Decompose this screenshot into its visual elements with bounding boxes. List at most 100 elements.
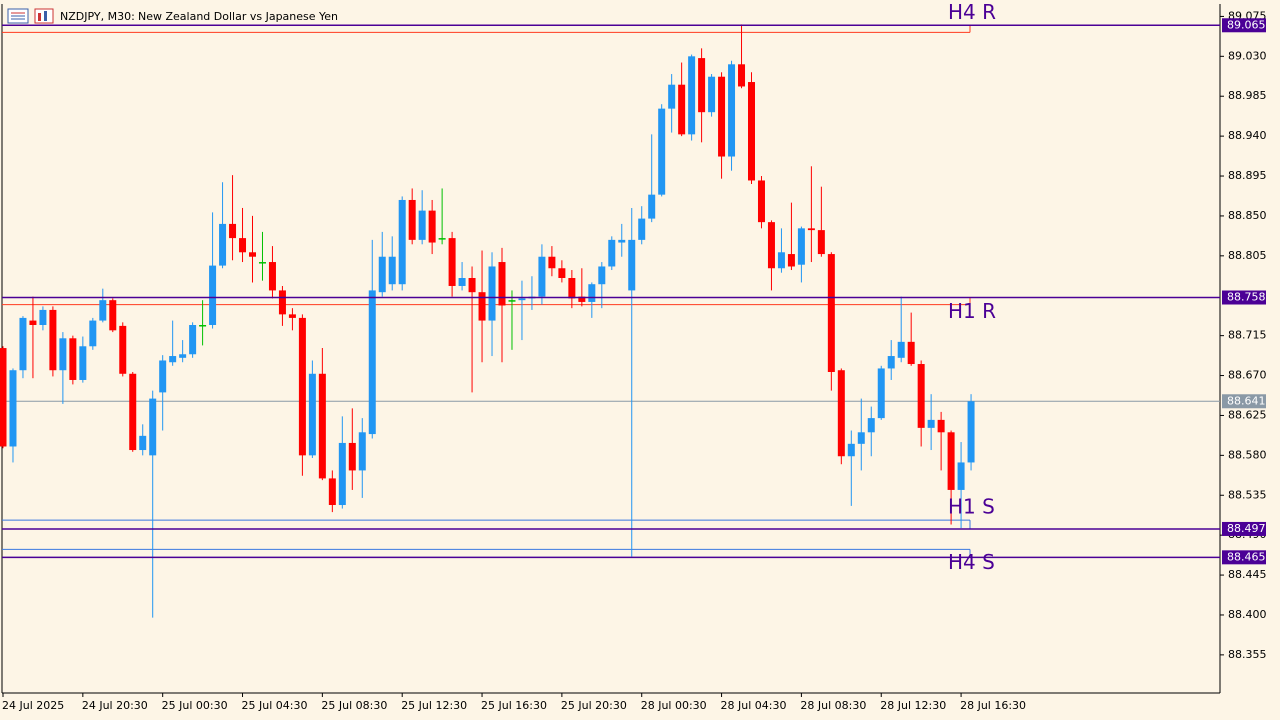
candle-body (668, 84, 676, 109)
candle-body (738, 64, 746, 87)
y-tick-label: 88.670 (1228, 369, 1267, 382)
candle-body (129, 373, 137, 451)
x-tick-label: 24 Jul 2025 (2, 699, 64, 712)
candle-body (867, 418, 875, 433)
candle-body (827, 254, 835, 372)
x-tick-label: 25 Jul 16:30 (481, 699, 547, 712)
candle-body (368, 290, 376, 435)
candle-body (897, 341, 905, 358)
candle-body (767, 222, 775, 269)
candle-body (718, 76, 726, 157)
y-tick-label: 88.580 (1228, 448, 1267, 461)
candle-body (508, 300, 516, 302)
price-box-label: 88.497 (1227, 522, 1266, 535)
candle-body (648, 194, 656, 219)
candle-body (308, 373, 316, 456)
candle-body (19, 317, 27, 371)
y-tick-label: 88.535 (1228, 488, 1267, 501)
x-tick-label: 28 Jul 12:30 (880, 699, 946, 712)
candle-body (937, 419, 945, 433)
candle-body (807, 228, 815, 231)
candle-body (39, 309, 47, 326)
candle-body (358, 432, 366, 471)
candle-body (348, 442, 356, 471)
candle-body (29, 320, 37, 326)
candle-body (249, 252, 256, 257)
candle-body (618, 239, 626, 243)
description: New Zealand Dollar vs Japanese Yen (138, 10, 338, 23)
candle-body (907, 341, 915, 365)
price-box (1222, 550, 1266, 565)
candle-body (0, 348, 7, 447)
candle-body (268, 262, 276, 291)
y-tick-label: 88.850 (1228, 209, 1267, 222)
candle-body (698, 58, 706, 113)
bid-box (1222, 394, 1266, 409)
x-tick-label: 28 Jul 08:30 (800, 699, 866, 712)
y-tick-label: 88.355 (1228, 648, 1267, 661)
y-tick-label: 88.895 (1228, 169, 1267, 182)
candle-body (498, 262, 506, 306)
price-box-label: 88.465 (1227, 550, 1266, 563)
candle-body (229, 223, 237, 239)
candle-body (658, 108, 666, 195)
candle-body (777, 252, 785, 269)
candle-body (558, 268, 566, 279)
candle-body (338, 442, 346, 506)
x-tick-label: 24 Jul 20:30 (82, 699, 148, 712)
candle-body (568, 278, 576, 299)
candle-body (99, 300, 107, 321)
y-tick-label: 88.625 (1228, 408, 1267, 421)
candle-body (748, 82, 755, 181)
candle-body (219, 223, 227, 266)
candle-body (89, 320, 97, 347)
candle-body (49, 309, 57, 371)
candle-body (398, 199, 406, 285)
candle-body (458, 278, 466, 286)
x-tick-label: 25 Jul 12:30 (401, 699, 467, 712)
x-tick-label: 25 Jul 08:30 (321, 699, 387, 712)
candle-body (678, 84, 686, 135)
candle-body (79, 346, 87, 380)
candle-body (318, 373, 326, 479)
candle-body (708, 76, 716, 113)
candle-body (468, 278, 476, 293)
candle-body (857, 432, 865, 444)
icon-bar (38, 13, 41, 21)
level-label: H1 R (948, 299, 996, 323)
x-tick-label: 28 Jul 04:30 (721, 699, 787, 712)
x-tick-label: 28 Jul 00:30 (641, 699, 707, 712)
y-tick-label: 89.030 (1228, 49, 1267, 62)
candle-body (378, 256, 386, 293)
price-box-label: 89.065 (1227, 18, 1266, 31)
candle-body (887, 356, 895, 369)
candle-body (538, 256, 546, 297)
candle-body (258, 262, 266, 264)
x-tick-label: 25 Jul 20:30 (561, 699, 627, 712)
y-tick-label: 88.715 (1228, 329, 1267, 342)
candle-body (149, 398, 157, 456)
price-box (1222, 290, 1266, 305)
candle-body (109, 300, 117, 331)
candle-body (847, 443, 855, 457)
candle-body (578, 296, 586, 302)
candle-body (628, 239, 636, 291)
level-label: H4 R (948, 0, 996, 24)
candle-body (69, 338, 77, 380)
bid-label: 88.641 (1227, 394, 1266, 407)
candle-body (757, 180, 765, 223)
candle-body (438, 238, 446, 240)
x-tick-label: 28 Jul 16:30 (960, 699, 1026, 712)
candle-body (688, 56, 696, 135)
candle-body (59, 338, 67, 371)
level-label: H4 S (948, 550, 995, 574)
candle-body (199, 325, 207, 327)
candle-body (159, 360, 167, 393)
candle-body (518, 298, 526, 301)
candle-body (119, 325, 127, 374)
y-tick-label: 88.400 (1228, 608, 1267, 621)
candle-body (209, 265, 217, 326)
